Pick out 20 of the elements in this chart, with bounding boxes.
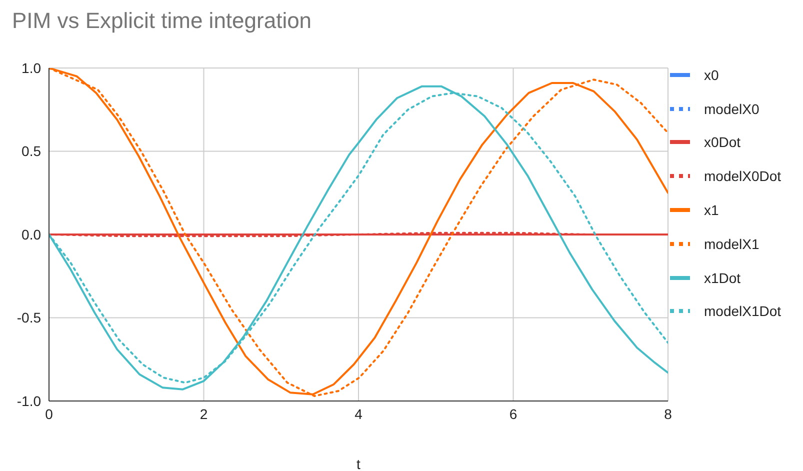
- chart-title: PIM vs Explicit time integration: [12, 8, 312, 34]
- x-tick-label: 6: [509, 406, 518, 422]
- y-tick-label: -0.5: [16, 310, 42, 326]
- legend-label: modelX0: [704, 100, 760, 117]
- legend-label: modelX0Dot: [704, 168, 782, 184]
- x-tick-label: 8: [664, 406, 672, 422]
- legend-label: x0Dot: [704, 134, 741, 150]
- legend-label: x1: [704, 202, 719, 218]
- legend-label: modelX1Dot: [704, 303, 782, 320]
- x-tick-label: 4: [354, 406, 363, 422]
- x-tick-label: 2: [200, 406, 208, 422]
- legend-label: x1Dot: [704, 270, 741, 286]
- x-axis-title: t: [356, 456, 361, 471]
- y-tick-label: 1.0: [22, 60, 42, 76]
- y-tick-label: 0.5: [22, 143, 42, 160]
- y-tick-label: 0.0: [22, 226, 42, 242]
- y-tick-label: -1.0: [16, 392, 42, 409]
- legend-label: x0: [704, 66, 719, 83]
- legend-label: modelX1: [704, 236, 760, 252]
- x-tick-label: 0: [45, 406, 54, 422]
